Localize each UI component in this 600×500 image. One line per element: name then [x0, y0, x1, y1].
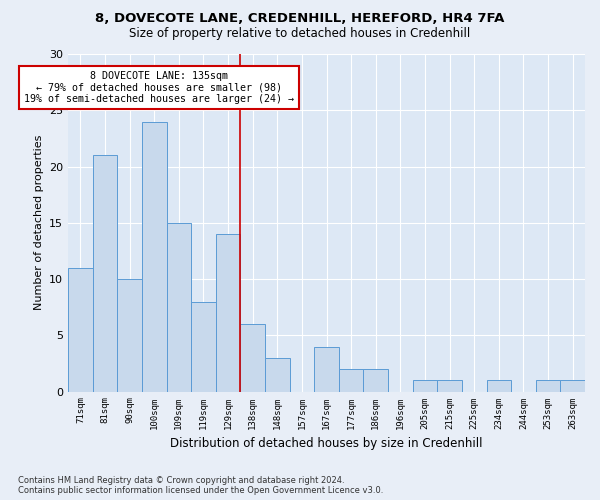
Bar: [118, 279, 142, 392]
Text: 8, DOVECOTE LANE, CREDENHILL, HEREFORD, HR4 7FA: 8, DOVECOTE LANE, CREDENHILL, HEREFORD, …: [95, 12, 505, 26]
Bar: [68, 268, 92, 392]
Text: 8 DOVECOTE LANE: 135sqm
← 79% of detached houses are smaller (98)
19% of semi-de: 8 DOVECOTE LANE: 135sqm ← 79% of detache…: [24, 71, 294, 104]
Text: Contains HM Land Registry data © Crown copyright and database right 2024.
Contai: Contains HM Land Registry data © Crown c…: [18, 476, 383, 495]
Bar: [167, 223, 191, 392]
Bar: [437, 380, 462, 392]
Bar: [413, 380, 437, 392]
Bar: [364, 369, 388, 392]
Bar: [560, 380, 585, 392]
Bar: [265, 358, 290, 392]
Y-axis label: Number of detached properties: Number of detached properties: [34, 135, 44, 310]
X-axis label: Distribution of detached houses by size in Credenhill: Distribution of detached houses by size …: [170, 437, 483, 450]
Bar: [536, 380, 560, 392]
Bar: [241, 324, 265, 392]
Text: Size of property relative to detached houses in Credenhill: Size of property relative to detached ho…: [130, 28, 470, 40]
Bar: [216, 234, 241, 392]
Bar: [142, 122, 167, 392]
Bar: [487, 380, 511, 392]
Bar: [92, 156, 118, 392]
Bar: [339, 369, 364, 392]
Bar: [314, 346, 339, 392]
Bar: [191, 302, 216, 392]
